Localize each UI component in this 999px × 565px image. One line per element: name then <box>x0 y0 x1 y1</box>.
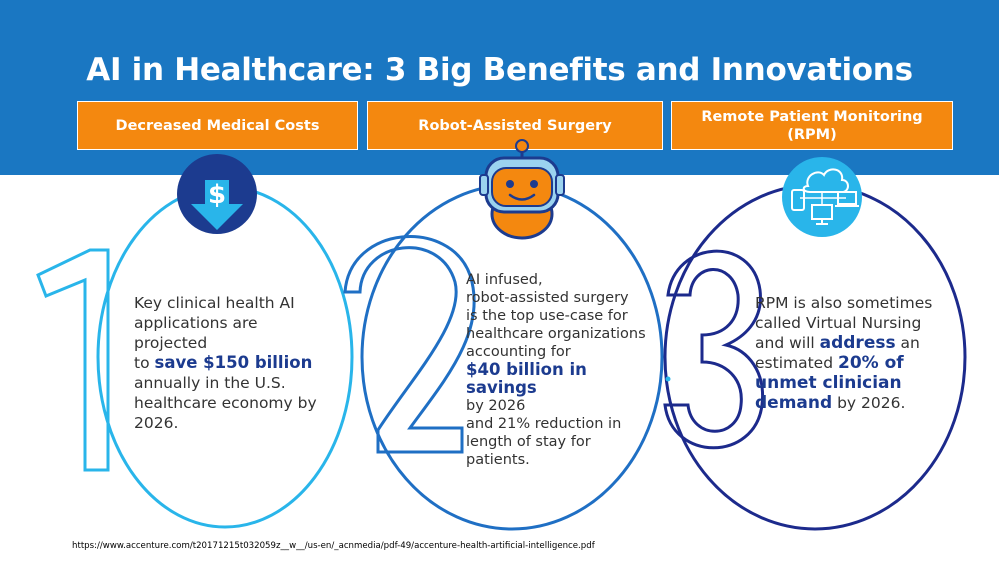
benefit-heading-rpm: Remote Patient Monitoring (RPM) <box>671 101 953 150</box>
accent-dot <box>665 376 671 382</box>
text1-line1: Key clinical health AI <box>134 294 295 312</box>
numeral-one-shape <box>36 248 110 472</box>
text3-line6: demand by 2026. <box>755 393 935 413</box>
text1-line4: annually in the U.S. <box>134 374 286 392</box>
text1-line3-pre: to <box>134 354 155 372</box>
text2-line4: healthcare organizations <box>466 326 646 342</box>
benefit-text-rpm: RPM is also sometimes called Virtual Nur… <box>755 293 935 413</box>
text1-line6: 2026. <box>134 414 179 432</box>
numeral-two-shape <box>343 235 476 454</box>
text3-line3-post: an <box>895 334 920 352</box>
demand-highlight: demand <box>755 393 833 413</box>
text2-line10: patients. <box>466 452 530 468</box>
numeral-three-shape <box>663 249 765 450</box>
text2-line1: AI infused, <box>466 272 543 288</box>
text2-line8: and 21% reduction in <box>466 416 622 432</box>
cloud-devices-icon <box>782 157 862 237</box>
text3-line3: and will address an <box>755 333 935 353</box>
text2-line5: accounting for <box>466 344 571 360</box>
text3-line4: estimated 20% of <box>755 353 935 373</box>
benefit-heading-rpm-line2: (RPM) <box>787 126 837 143</box>
text3-line6-post: by 2026. <box>832 394 906 412</box>
benefit-text-surgery: AI infused, robot-assisted surgery is th… <box>466 271 656 469</box>
benefit-text-costs: Key clinical health AI applications are … <box>134 293 324 433</box>
text2-line3: is the top use-case for <box>466 308 628 324</box>
savings-highlight: $40 billion in savings <box>466 360 587 397</box>
dollar-down-arrow-icon: $ <box>177 154 257 234</box>
source-citation: https://www.accenture.com/t20171215t0320… <box>72 541 595 551</box>
address-highlight: address <box>819 333 896 353</box>
savings-highlight: save $150 billion <box>154 353 313 372</box>
text1-line3: to save $150 billion <box>134 353 324 373</box>
benefit-heading-rpm-label: Remote Patient Monitoring (RPM) <box>701 108 922 144</box>
percent-highlight: 20% of <box>837 353 904 373</box>
benefit-heading-costs: Decreased Medical Costs <box>77 101 358 150</box>
page-title: AI in Healthcare: 3 Big Benefits and Inn… <box>86 52 913 88</box>
text2-line9: length of stay for <box>466 434 591 450</box>
text3-line3-pre: and will <box>755 334 820 352</box>
text1-line2: applications are projected <box>134 314 258 352</box>
text3-line4-pre: estimated <box>755 354 838 372</box>
text2-line2: robot-assisted surgery <box>466 290 629 306</box>
robot-icon <box>479 139 565 240</box>
benefit-heading-surgery: Robot-Assisted Surgery <box>367 101 663 150</box>
text1-line5: healthcare economy by <box>134 394 317 412</box>
text3-line2: called Virtual Nursing <box>755 314 922 332</box>
benefit-heading-surgery-label: Robot-Assisted Surgery <box>418 117 612 134</box>
text2-line7: by 2026 <box>466 398 526 414</box>
svg-text:$: $ <box>208 180 226 210</box>
benefit-heading-costs-label: Decreased Medical Costs <box>115 117 320 134</box>
benefit-heading-rpm-line1: Remote Patient Monitoring <box>701 108 923 125</box>
text3-line1: RPM is also sometimes <box>755 294 933 312</box>
demand-highlight-line: unmet clinician <box>755 373 902 393</box>
